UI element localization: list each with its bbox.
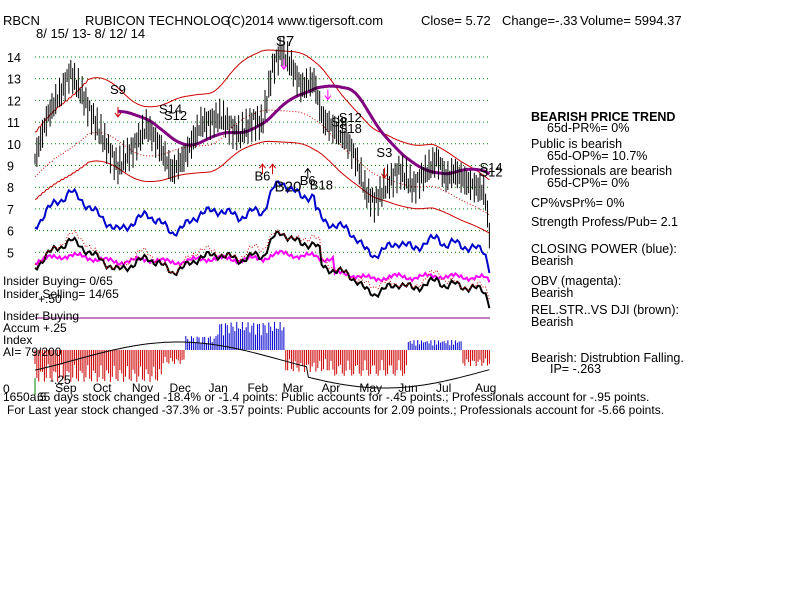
side-line: BEARISH PRICE TREND [531, 110, 675, 124]
accum-index-panel [34, 322, 490, 395]
closing-power-line [34, 180, 491, 274]
mid-band [34, 109, 490, 216]
side-line: Professionals are bearish [531, 164, 672, 178]
x-tick-label: Aug [475, 381, 496, 395]
side-line: IP= -.263 [550, 362, 601, 376]
volume-value: Volume= 5994.37 [580, 13, 682, 28]
zero-tick-label: 0 [3, 382, 10, 396]
signal-label: S12 [339, 110, 362, 125]
signal-label: S12 [164, 108, 187, 123]
y-tick-label: 13 [7, 73, 21, 87]
moving-average [118, 84, 491, 176]
close-value: Close= 5.72 [421, 13, 491, 28]
signal-label: B20 [275, 179, 302, 196]
signal-arrowhead [381, 173, 388, 179]
signal-arrowhead [324, 95, 332, 101]
change-value: Change=-.33 [502, 13, 578, 28]
side-line: Strength Profess/Pub= 2.1 [531, 215, 678, 229]
y-tick-label: 7 [7, 203, 14, 217]
x-tick-label: Oct [93, 381, 112, 395]
insider-buying-label: Insider Buying= 0/65 [3, 274, 113, 288]
minus25-label: -.25 [50, 373, 71, 387]
side-line: CP%vsPr%= 0% [531, 196, 624, 210]
side-line: Bearish: Distrubtion Falling. [531, 351, 684, 365]
signal-arrowhead [280, 64, 288, 71]
signal-label: S12 [479, 164, 502, 179]
side-line: OBV (magenta): [531, 274, 621, 288]
x-tick-label: Jul [436, 381, 451, 395]
signal-label: B18 [310, 177, 333, 192]
side-line: Public is bearish [531, 137, 622, 151]
side-line: Bearish [531, 254, 573, 268]
signal-arrowhead [304, 167, 312, 173]
company-name: RUBICON TECHNOLOG [85, 13, 231, 28]
y-tick-label: 6 [7, 225, 14, 239]
date-range: 8/ 15/ 13- 8/ 12/ 14 [36, 26, 145, 41]
y-tick-label: 10 [7, 138, 21, 152]
x-tick-label: Mar [283, 381, 304, 395]
x-axis: Sep Oct Nov Dec Jan Feb Mar Apr May Jun Jul Aug [55, 381, 496, 395]
x-tick-label: Jan [209, 381, 228, 395]
signal-label: S18 [339, 121, 362, 136]
signal-label: S14 [159, 101, 182, 116]
signal-arrowhead [269, 163, 276, 169]
insider-selling-label: Insider Selling= 14/65 [3, 287, 119, 301]
y-tick-label: 9 [7, 160, 14, 174]
index-label: Index [3, 333, 32, 347]
signal-arrowhead [114, 112, 122, 118]
signal-label: S3 [376, 145, 392, 160]
x-tick-label: Apr [322, 381, 341, 395]
ai-label: AI= 79/200 [3, 345, 62, 359]
side-line: Bearish [531, 315, 573, 329]
footer-prefix: 1650a.5 [3, 390, 47, 404]
x-tick-label: Nov [132, 381, 153, 395]
plus50-label: +.50 [38, 292, 62, 306]
signal-label: S7 [276, 33, 294, 50]
accum-line [34, 341, 490, 389]
signal-label: B6 [255, 169, 271, 184]
x-tick-label: Feb [247, 381, 268, 395]
signal-label: S9 [110, 82, 126, 97]
symbol: RBCN [3, 13, 40, 28]
y-tick-label: 14 [7, 51, 21, 65]
footer-line-2: For Last year stock changed -37.3% or -3… [7, 403, 664, 417]
obv-line [34, 249, 491, 283]
x-tick-label: Jun [398, 381, 417, 395]
x-tick-label: Dec [170, 381, 191, 395]
footer-line-1: 65 days stock changed -18.4% or -1.4 poi… [37, 390, 649, 404]
y-tick-label: 8 [7, 181, 14, 195]
y-tick-label: 5 [7, 246, 14, 260]
y-axis: 14 13 12 11 10 9 8 7 6 5 [7, 51, 21, 260]
copyright: (C)2014 www.tigersoft.com [227, 13, 383, 28]
side-line: Bearish [531, 286, 573, 300]
side-line: REL.STR..VS DJI (brown): [531, 303, 679, 317]
side-line: 65d-CP%= 0% [547, 176, 629, 190]
x-tick-label: Sep [55, 381, 77, 395]
y-tick-label: 12 [7, 94, 21, 108]
signal-label: S9 [331, 114, 347, 129]
signal-label: B6 [300, 173, 316, 188]
grid-lines [35, 56, 490, 319]
price-series [34, 35, 490, 249]
accum-label: Accum +.25 [3, 321, 67, 335]
signal-label: S14 [479, 160, 502, 175]
side-line: 65d-OP%= 10.7% [547, 149, 647, 163]
side-line: CLOSING POWER (blue): [531, 242, 677, 256]
insider-buying-line-label: Insider Buying [3, 309, 79, 323]
side-panel: BEARISH PRICE TREND 65d-PR%= 0% Public i… [531, 110, 684, 376]
side-line: 65d-PR%= 0% [547, 121, 629, 135]
signal-arrowhead [259, 163, 266, 169]
y-tick-label: 11 [7, 116, 20, 130]
upper-band [34, 49, 490, 181]
